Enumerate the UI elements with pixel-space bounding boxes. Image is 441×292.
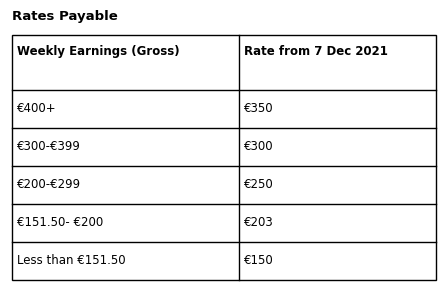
- Text: €300: €300: [244, 140, 273, 154]
- Bar: [12, 35, 436, 280]
- Text: €150: €150: [244, 255, 273, 267]
- Text: Rates Payable: Rates Payable: [12, 10, 118, 23]
- Text: Rate from 7 Dec 2021: Rate from 7 Dec 2021: [244, 45, 388, 58]
- Text: Less than €151.50: Less than €151.50: [17, 255, 126, 267]
- Text: €350: €350: [244, 102, 273, 116]
- Text: Weekly Earnings (Gross): Weekly Earnings (Gross): [17, 45, 179, 58]
- Text: €400+: €400+: [17, 102, 56, 116]
- Text: €250: €250: [244, 178, 273, 192]
- Text: €300-€399: €300-€399: [17, 140, 81, 154]
- Text: €200-€299: €200-€299: [17, 178, 81, 192]
- Text: €203: €203: [244, 216, 273, 230]
- Text: €151.50- €200: €151.50- €200: [17, 216, 103, 230]
